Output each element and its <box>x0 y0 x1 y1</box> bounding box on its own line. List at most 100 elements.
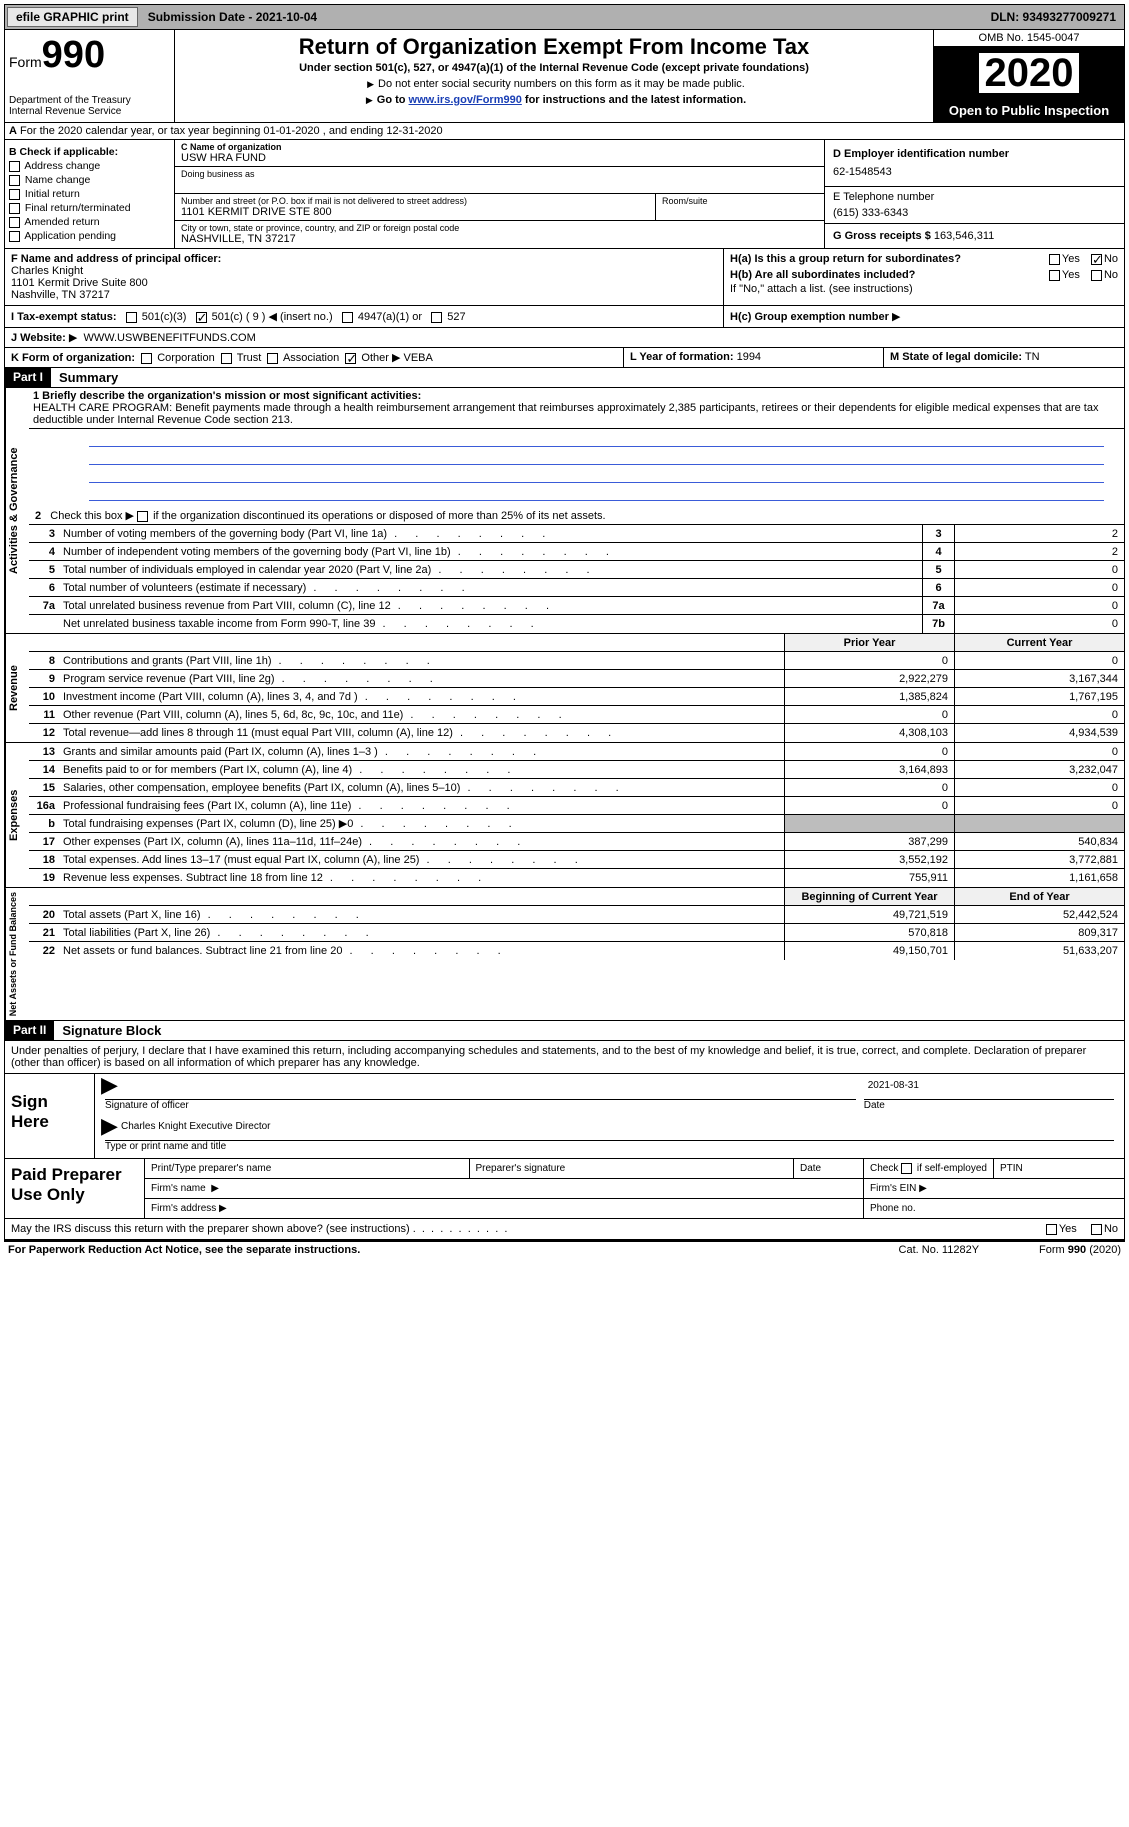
summary-line: bTotal fundraising expenses (Part IX, co… <box>29 815 1124 833</box>
signature-name-label: Type or print name and title <box>105 1141 1114 1152</box>
summary-line: 16aProfessional fundraising fees (Part I… <box>29 797 1124 815</box>
row-a-tax-year: A For the 2020 calendar year, or tax yea… <box>4 123 1125 140</box>
hc-label: H(c) Group exemption number <box>730 311 889 323</box>
form-subtitle-3: Go to www.irs.gov/Form990 for instructio… <box>181 94 927 106</box>
summary-line: 7aTotal unrelated business revenue from … <box>29 597 1124 615</box>
checkbox-discuss-yes[interactable] <box>1046 1224 1057 1235</box>
signature-name-value: Charles Knight Executive Director <box>105 1121 1114 1141</box>
summary-line: 21Total liabilities (Part X, line 26)570… <box>29 924 1124 942</box>
efile-print-button[interactable]: efile GRAPHIC print <box>7 7 138 27</box>
website-value: WWW.USWBENEFITFUNDS.COM <box>83 332 255 344</box>
checkbox-final-return[interactable] <box>9 203 20 214</box>
checkbox-hb-no[interactable] <box>1091 270 1102 281</box>
revenue-vertical-label: Revenue <box>5 634 29 742</box>
summary-line: 17Other expenses (Part IX, column (A), l… <box>29 833 1124 851</box>
form-title: Return of Organization Exempt From Incom… <box>181 34 927 60</box>
summary-line: Net unrelated business taxable income fr… <box>29 615 1124 633</box>
checkbox-discuss-no[interactable] <box>1091 1224 1102 1235</box>
section-bcdeg: B Check if applicable: Address change Na… <box>4 140 1125 249</box>
checkbox-address-change[interactable] <box>9 161 20 172</box>
net-assets-vertical-label: Net Assets or Fund Balances <box>5 888 29 1020</box>
line-2-discontinued: 2 Check this box ▶ if the organization d… <box>29 507 1124 525</box>
checkbox-amended[interactable] <box>9 217 20 228</box>
firm-name-label: Firm's name <box>151 1183 206 1194</box>
checkbox-501c3[interactable] <box>126 312 137 323</box>
mission-blank-line <box>89 433 1104 447</box>
section-f-h: F Name and address of principal officer:… <box>4 249 1125 306</box>
form-number: Form990 <box>9 34 170 77</box>
hb-note: If "No," attach a list. (see instruction… <box>730 283 1118 295</box>
sign-here-block: Sign Here Signature of officer 2021-08-3… <box>4 1074 1125 1159</box>
checkbox-name-change[interactable] <box>9 175 20 186</box>
checkbox-app-pending[interactable] <box>9 231 20 242</box>
checkbox-other[interactable] <box>345 353 356 364</box>
summary-line: 14Benefits paid to or for members (Part … <box>29 761 1124 779</box>
section-net-assets: Net Assets or Fund Balances Beginning of… <box>4 888 1125 1021</box>
cat-no: Cat. No. 11282Y <box>899 1244 980 1256</box>
paid-preparer-label: Paid Preparer Use Only <box>5 1159 145 1218</box>
mission-blank-line <box>89 487 1104 501</box>
governance-vertical-label: Activities & Governance <box>5 388 29 633</box>
hb-label: H(b) Are all subordinates included? <box>730 269 915 281</box>
section-revenue: Revenue Prior Year Current Year 8Contrib… <box>4 634 1125 743</box>
checkbox-hb-yes[interactable] <box>1049 270 1060 281</box>
summary-line: 6Total number of volunteers (estimate if… <box>29 579 1124 597</box>
officer-label: F Name and address of principal officer: <box>11 253 221 265</box>
checkbox-501c[interactable] <box>196 312 207 323</box>
phone-value: (615) 333-6343 <box>833 207 1116 219</box>
pp-ptin-label: PTIN <box>994 1159 1124 1178</box>
signature-date-label: Date <box>864 1100 1114 1111</box>
checkbox-self-employed[interactable] <box>901 1163 912 1174</box>
checkbox-trust[interactable] <box>221 353 232 364</box>
page-footer: For Paperwork Reduction Act Notice, see … <box>4 1240 1125 1258</box>
form-number-footer: Form 990 (2020) <box>1039 1244 1121 1256</box>
checkbox-ha-yes[interactable] <box>1049 254 1060 265</box>
section-expenses: Expenses 13Grants and similar amounts pa… <box>4 743 1125 888</box>
summary-line: 4Number of independent voting members of… <box>29 543 1124 561</box>
sign-here-label: Sign Here <box>5 1074 95 1158</box>
city-label: City or town, state or province, country… <box>181 223 818 233</box>
address-label: Number and street (or P.O. box if mail i… <box>181 196 649 206</box>
org-name-value: USW HRA FUND <box>181 152 818 164</box>
column-headers: Prior Year Current Year <box>29 634 1124 652</box>
room-label: Room/suite <box>662 196 818 206</box>
other-form-value: VEBA <box>403 352 432 364</box>
officer-name: Charles Knight <box>11 265 717 277</box>
signature-officer-label: Signature of officer <box>105 1100 856 1111</box>
paid-preparer-block: Paid Preparer Use Only Print/Type prepar… <box>4 1159 1125 1219</box>
expenses-vertical-label: Expenses <box>5 743 29 887</box>
dln-label: DLN: 93493277009271 <box>983 10 1124 24</box>
officer-addr2: Nashville, TN 37217 <box>11 289 717 301</box>
summary-line: 8Contributions and grants (Part VIII, li… <box>29 652 1124 670</box>
mission-blank-line <box>89 451 1104 465</box>
checkbox-corp[interactable] <box>141 353 152 364</box>
department-label: Department of the Treasury Internal Reve… <box>9 95 170 117</box>
form-subtitle-1: Under section 501(c), 527, or 4947(a)(1)… <box>181 62 927 74</box>
checkbox-initial-return[interactable] <box>9 189 20 200</box>
checkbox-assoc[interactable] <box>267 353 278 364</box>
summary-line: 19Revenue less expenses. Subtract line 1… <box>29 869 1124 887</box>
summary-line: 9Program service revenue (Part VIII, lin… <box>29 670 1124 688</box>
section-governance: Activities & Governance 1 Briefly descri… <box>4 388 1125 634</box>
gross-receipts-label: G Gross receipts $ <box>833 230 931 242</box>
omb-number: OMB No. 1545-0047 <box>934 30 1124 47</box>
pp-name-label: Print/Type preparer's name <box>145 1159 470 1178</box>
summary-line: 13Grants and similar amounts paid (Part … <box>29 743 1124 761</box>
state-domicile-value: TN <box>1025 351 1040 363</box>
mission-blank-line <box>89 469 1104 483</box>
firm-ein-label: Firm's EIN <box>870 1183 916 1194</box>
summary-line: 12Total revenue—add lines 8 through 11 (… <box>29 724 1124 742</box>
checkbox-527[interactable] <box>431 312 442 323</box>
na-column-headers: Beginning of Current Year End of Year <box>29 888 1124 906</box>
summary-line: 18Total expenses. Add lines 13–17 (must … <box>29 851 1124 869</box>
checkbox-ha-no[interactable] <box>1091 254 1102 265</box>
ein-label: D Employer identification number <box>833 148 1009 160</box>
ha-label: H(a) Is this a group return for subordin… <box>730 253 961 265</box>
c-name-label: C Name of organization <box>181 142 282 152</box>
phone-label: E Telephone number <box>833 191 1116 203</box>
instructions-link[interactable]: www.irs.gov/Form990 <box>409 94 522 106</box>
summary-line: 22Net assets or fund balances. Subtract … <box>29 942 1124 960</box>
checkbox-4947[interactable] <box>342 312 353 323</box>
checkbox-discontinued[interactable] <box>137 511 148 522</box>
section-b-checkboxes: B Check if applicable: Address change Na… <box>5 140 175 248</box>
